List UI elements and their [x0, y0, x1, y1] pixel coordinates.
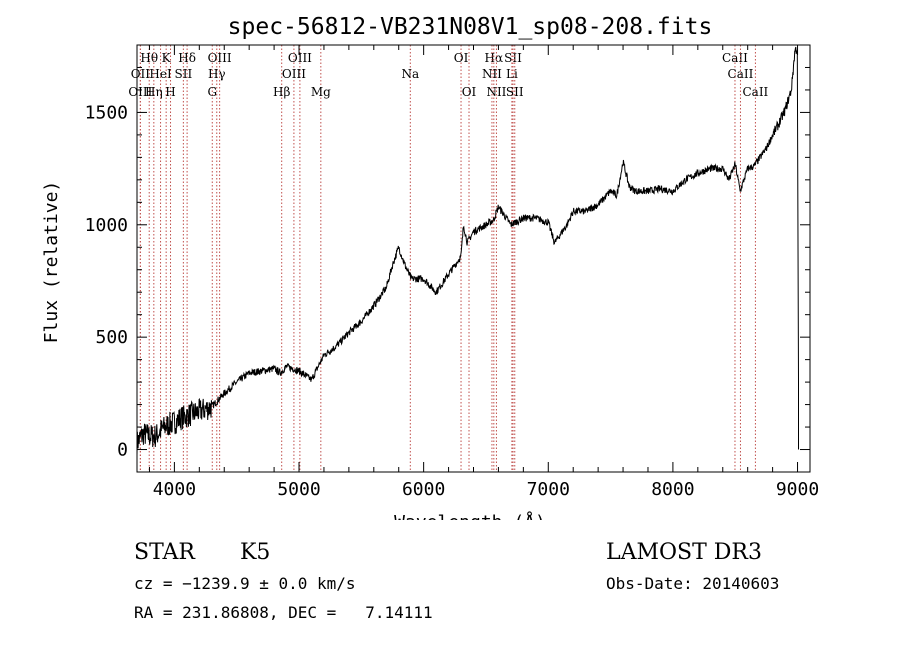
line-label: NII	[486, 85, 506, 99]
line-label: Li	[506, 67, 518, 81]
line-label: CaII	[728, 67, 754, 81]
obs-date: Obs-Date: 20140603	[606, 574, 780, 593]
x-axis-label: Wavelength (Å)	[394, 511, 546, 520]
line-label: OI	[454, 51, 469, 65]
line-label: Na	[401, 67, 419, 81]
line-label: OIII	[288, 51, 312, 65]
line-label: HeI	[149, 67, 172, 81]
line-label: Hα	[485, 51, 504, 65]
line-label: OIII	[208, 51, 232, 65]
x-tick-label: 8000	[651, 479, 694, 500]
spectrum-series-line	[136, 46, 799, 456]
y-tick-label: 500	[95, 327, 128, 348]
line-label: H	[165, 85, 175, 99]
x-tick-label: 6000	[402, 479, 445, 500]
line-label: Mg	[311, 85, 331, 99]
line-label: OIII	[128, 85, 152, 99]
line-label: Hθ	[140, 51, 158, 65]
line-label: SII	[506, 85, 524, 99]
subclass-label: K5	[240, 540, 271, 565]
line-label: SII	[504, 51, 522, 65]
y-tick-label: 1000	[85, 215, 128, 236]
coordinates: RA = 231.86808, DEC = 7.14111	[134, 603, 433, 622]
y-axis-label: Flux (relative)	[41, 181, 62, 344]
cz-value: cz = −1239.9 ± 0.0 km/s	[134, 574, 356, 593]
line-label: OIII	[282, 67, 306, 81]
survey-label: LAMOST DR3	[606, 540, 762, 565]
line-label: Hβ	[273, 85, 290, 99]
line-label: OI	[462, 85, 477, 99]
chart-title: spec-56812-VB231N08V1_sp08-208.fits	[228, 14, 713, 40]
line-label: Hδ	[178, 51, 196, 65]
x-tick-label: 4000	[153, 479, 196, 500]
x-tick-label: 5000	[277, 479, 320, 500]
line-label: Hη	[145, 85, 163, 99]
x-tick-label: 7000	[527, 479, 570, 500]
class-label: STAR	[134, 540, 195, 565]
line-label: SII	[175, 67, 193, 81]
line-label: CaII	[722, 51, 748, 65]
y-tick-label: 1500	[85, 102, 128, 123]
y-tick-label: 0	[117, 440, 128, 461]
line-label: K	[162, 51, 172, 65]
line-label: CaII	[742, 85, 768, 99]
line-label: NII	[482, 67, 502, 81]
line-label: G	[207, 85, 217, 99]
line-label: Hγ	[208, 67, 226, 81]
x-tick-label: 9000	[776, 479, 819, 500]
plot-frame	[136, 44, 811, 473]
